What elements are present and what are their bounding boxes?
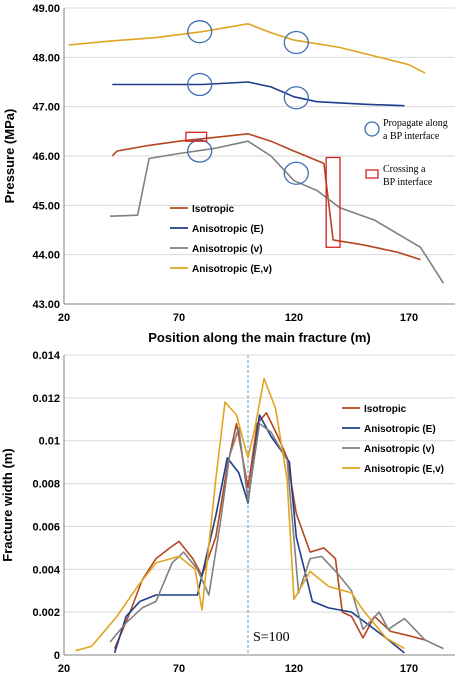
bp-propagation-circle xyxy=(187,72,213,97)
y-tick-label: 0.014 xyxy=(32,350,60,362)
y-tick-label: 47.00 xyxy=(32,102,60,114)
bp-propagation-circle xyxy=(283,86,309,110)
x-tick-label: 20 xyxy=(58,312,70,324)
x-tick-label: 70 xyxy=(173,312,185,324)
series-line-anisotropic-v xyxy=(109,422,444,650)
legend-rect-marker xyxy=(365,169,379,179)
legend-label-isotropic: Isotropic xyxy=(364,404,407,415)
legend-label-anisotropic-v: Anisotropic (v) xyxy=(192,244,263,255)
y-tick-label: 49.00 xyxy=(32,3,60,15)
series-line-anisotropic-e xyxy=(112,81,405,107)
s-label: S=100 xyxy=(253,630,290,645)
legend-label-anisotropic-e: Anisotropic (E) xyxy=(364,424,436,435)
legend-circle-marker xyxy=(364,121,380,137)
y-tick-label: 0.004 xyxy=(32,564,60,576)
series-line-anisotropic-v xyxy=(109,140,445,284)
y-tick-label: 45.00 xyxy=(32,200,60,212)
bp-crossing-rect xyxy=(185,131,208,142)
y-axis-title: Pressure (MPa) xyxy=(2,109,17,204)
bp-propagation-circle xyxy=(283,161,309,185)
x-axis-title: Position along the main fracture (m) xyxy=(148,330,370,345)
bp-propagation-circle xyxy=(187,139,213,163)
y-tick-label: 48.00 xyxy=(32,52,60,64)
x-tick-label: 70 xyxy=(173,663,185,675)
x-tick-label: 20 xyxy=(58,663,70,675)
pressure-chart: 43.00 44.00 45.00 46.00 47.00 48.00 49.00 20 70 1… xyxy=(2,3,455,345)
bp-propagation-circle xyxy=(187,20,213,44)
y-tick-label: 0.01 xyxy=(39,436,60,448)
y-tick-label: 0.006 xyxy=(32,521,60,533)
y-axis-title: Fracture width (m) xyxy=(0,448,15,561)
annotation-note-text: Propagate along xyxy=(383,118,448,129)
series-line-isotropic xyxy=(111,133,421,261)
x-tick-label: 120 xyxy=(285,312,303,324)
legend-label-anisotropic-v: Anisotropic (v) xyxy=(364,444,435,455)
series-line-anisotropic-e-v xyxy=(68,22,426,74)
annotation-note-text: Crossing a xyxy=(383,164,426,175)
legend-label-anisotropic-e-v: Anisotropic (E,v) xyxy=(364,464,444,475)
y-tick-label: 0.012 xyxy=(32,393,60,405)
y-tick-label: 46.00 xyxy=(32,151,60,163)
fracture-width-chart: 0 0.002 0.004 0.006 0.008 0.01 0.012 0.014 20 70 1… xyxy=(0,350,455,675)
y-tick-label: 0.002 xyxy=(32,607,60,619)
bp-crossing-rect xyxy=(325,156,341,248)
x-tick-label: 120 xyxy=(285,663,303,675)
bp-propagation-circle xyxy=(283,30,309,55)
legend-label-anisotropic-e-v: Anisotropic (E,v) xyxy=(192,264,272,275)
series-line-isotropic xyxy=(113,412,426,649)
legend-label-isotropic: Isotropic xyxy=(192,204,235,215)
annotation-note-text: BP interface xyxy=(383,177,433,188)
legend-label-anisotropic-e: Anisotropic (E) xyxy=(192,224,264,235)
y-tick-label: 0 xyxy=(54,650,60,662)
annotation-note-text: a BP interface xyxy=(383,131,440,142)
y-tick-label: 44.00 xyxy=(32,250,60,262)
series-line-anisotropic-e xyxy=(113,414,405,654)
x-tick-label: 170 xyxy=(400,663,418,675)
y-tick-label: 0.008 xyxy=(32,479,60,491)
series-line-anisotropic-e-v xyxy=(75,377,405,652)
y-tick-label: 43.00 xyxy=(32,299,60,311)
x-tick-label: 170 xyxy=(400,312,418,324)
